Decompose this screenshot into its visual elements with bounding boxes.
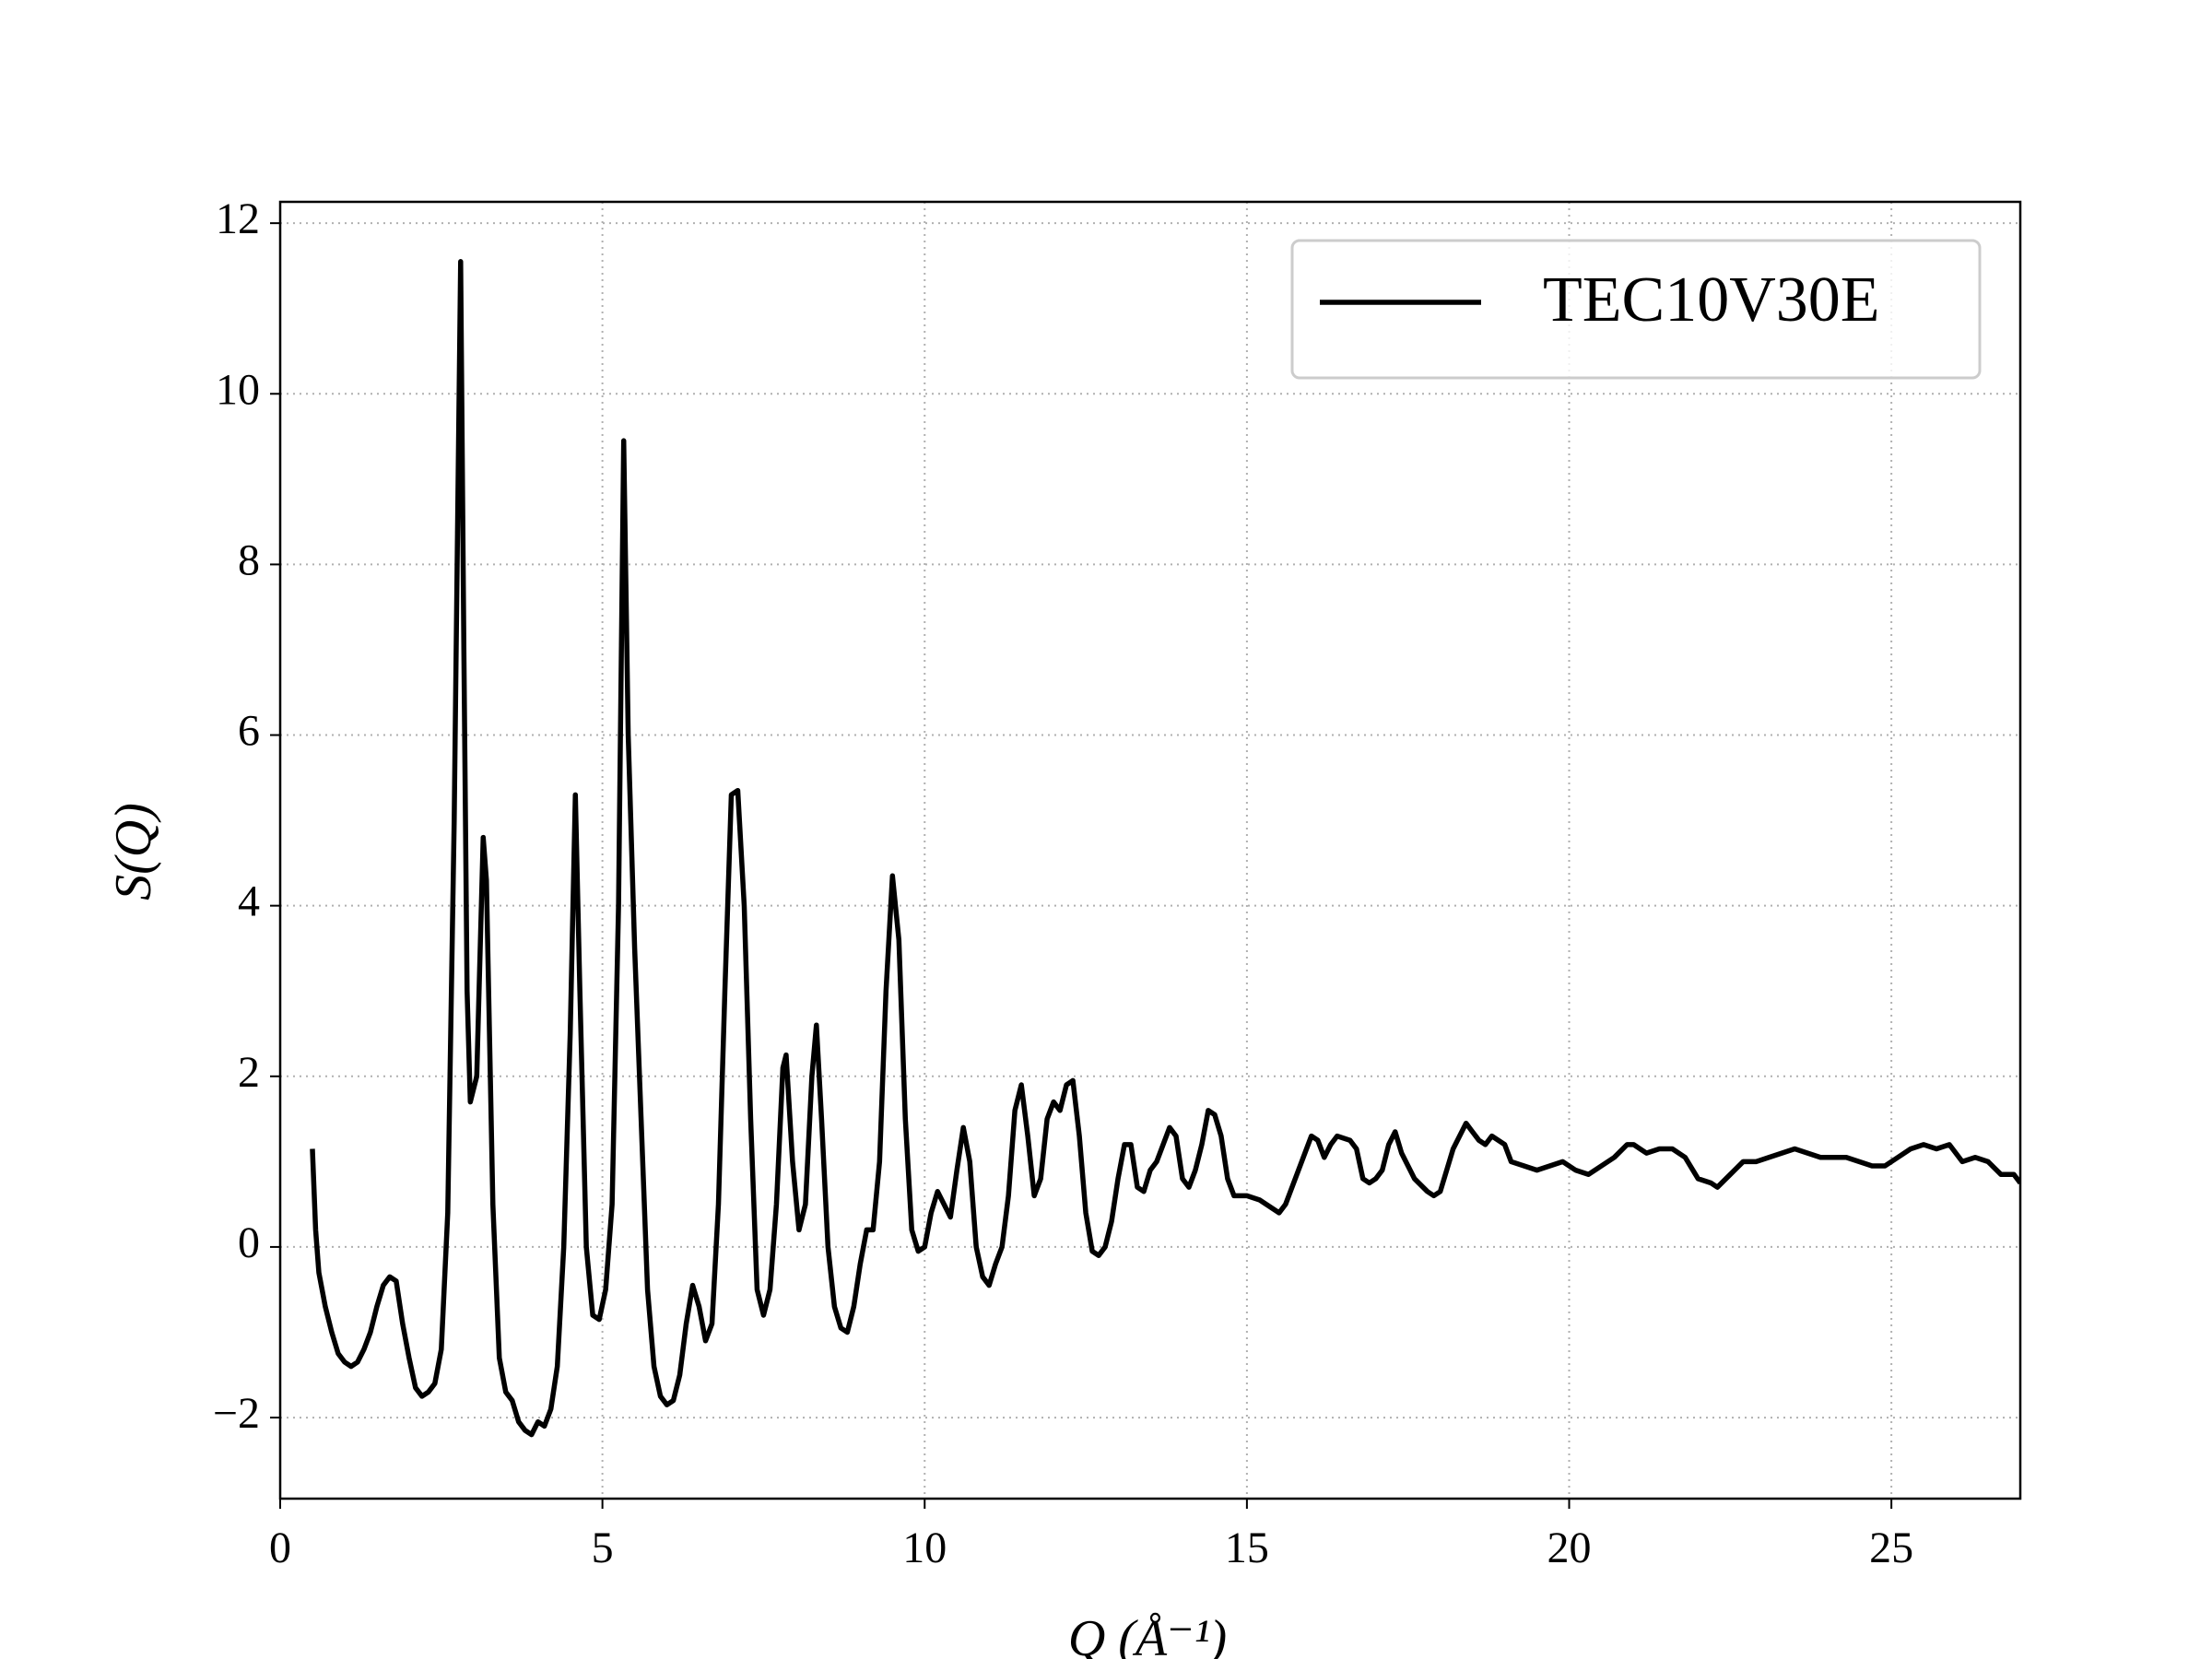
x-tick-label: 0 <box>269 1524 291 1572</box>
y-axis-label: S(Q) <box>105 803 162 900</box>
x-tick-label: 5 <box>592 1524 614 1572</box>
y-tick-label: 10 <box>216 365 260 414</box>
y-tick-label: 4 <box>238 877 260 926</box>
y-tick-label: −2 <box>213 1389 260 1438</box>
legend-label: TEC10V30E <box>1543 265 1880 335</box>
y-tick-label: 2 <box>238 1048 260 1097</box>
x-tick-label: 15 <box>1225 1524 1269 1572</box>
data-line <box>310 259 2020 1438</box>
y-tick-label: 12 <box>216 194 260 243</box>
x-tick-label: 25 <box>1869 1524 1913 1572</box>
y-tick-label: 6 <box>238 707 260 756</box>
y-tick-label: 8 <box>238 535 260 584</box>
x-tick-label: 20 <box>1547 1524 1592 1572</box>
x-axis-label: Q (Å⁻¹) <box>1068 1610 1227 1659</box>
plot-frame <box>278 200 2022 1500</box>
x-tick-label: 10 <box>902 1524 947 1572</box>
y-tick-label: 0 <box>238 1218 260 1267</box>
legend-box <box>1290 239 1982 380</box>
